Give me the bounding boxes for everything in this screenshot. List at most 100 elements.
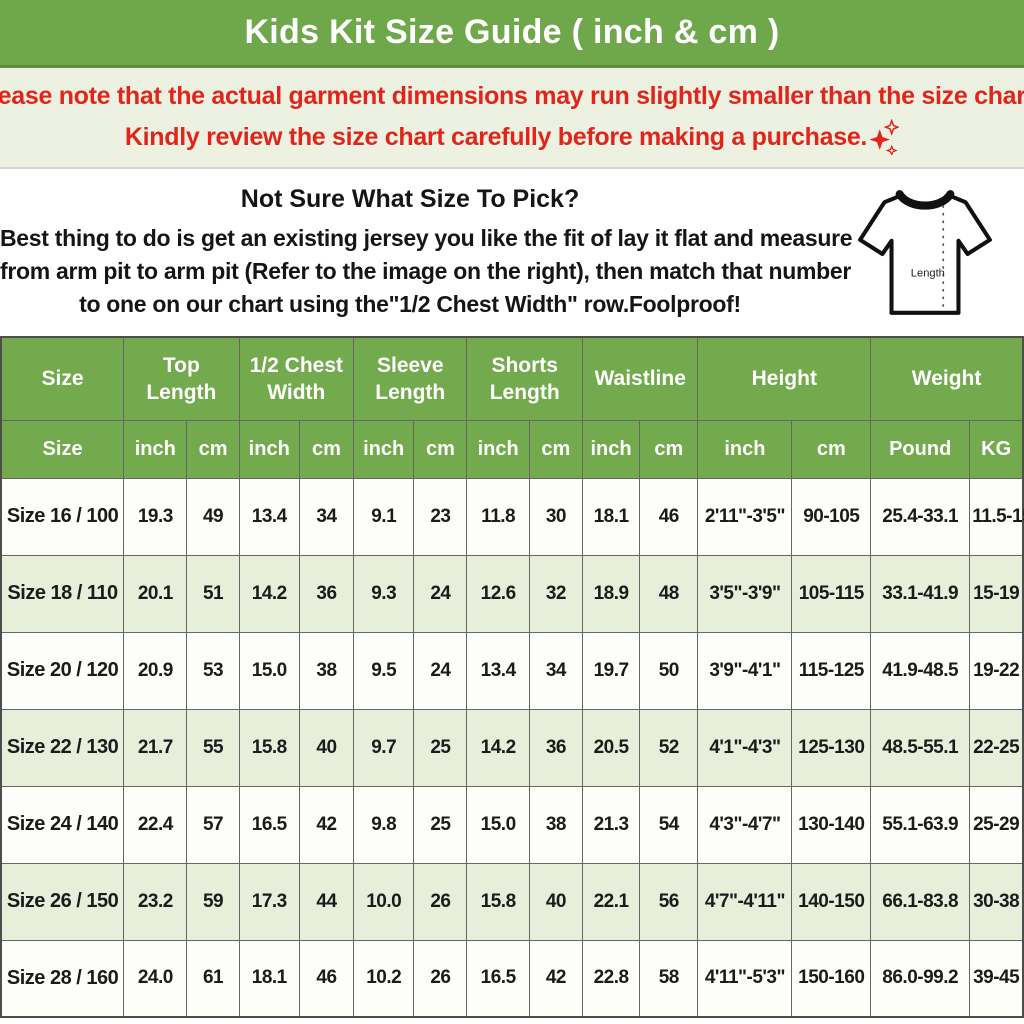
table-cell: 46	[298, 939, 355, 1018]
table-cell: 105-115	[791, 554, 872, 633]
table-cell: 3'5"-3'9"	[697, 554, 793, 633]
unit-header: Size	[0, 419, 125, 479]
table-cell: 19-22	[969, 631, 1024, 710]
table-cell: 23.2	[123, 862, 188, 941]
help-line: Best thing to do is get an existing jers…	[0, 225, 853, 251]
size-table: Size Top Length 1/2 Chest Width Sleeve Leng…	[0, 336, 1024, 1018]
unit-header: cm	[639, 419, 699, 479]
table-row: Size 26 / 150 23.2 59 17.3 44 10.0 26 15.8 40 22.…	[0, 862, 1024, 941]
row-size-label: Size 16 / 100	[0, 477, 125, 556]
unit-header: KG	[969, 419, 1024, 479]
table-cell: 26	[413, 862, 468, 941]
table-cell: 34	[298, 477, 355, 556]
table-row: Size 18 / 110 20.1 51 14.2 36 9.3 24 12.6 32 18.9…	[0, 554, 1024, 633]
table-cell: 15.8	[238, 708, 300, 787]
unit-header: cm	[528, 419, 583, 479]
table-cell: 125-130	[791, 708, 872, 787]
unit-header: inch	[238, 419, 300, 479]
table-cell: 140-150	[791, 862, 872, 941]
help-text: Not Sure What Size To Pick? Best thing t…	[0, 185, 853, 321]
table-cell: 51	[186, 554, 240, 633]
notice-text-2: Kindly review the size chart carefully b…	[124, 122, 868, 151]
table-cell: 26	[413, 939, 468, 1018]
table-cell: 4'3"-4'7"	[697, 785, 793, 864]
sparkles-icon	[869, 119, 900, 155]
table-cell: 15-19	[969, 554, 1024, 633]
table-cell: 49	[186, 477, 240, 556]
unit-header: inch	[581, 419, 641, 479]
table-row: Size 24 / 140 22.4 57 16.5 42 9.8 25 15.0 38 21.3…	[0, 785, 1024, 864]
unit-header: inch	[466, 419, 530, 479]
title-bar: Kids Kit Size Guide ( inch & cm )	[0, 0, 1024, 68]
table-cell: 36	[528, 708, 583, 787]
table-cell: 20.9	[123, 631, 188, 710]
table-cell: 48.5-55.1	[870, 708, 971, 787]
help-line: to one on our chart using the"1/2 Chest …	[79, 291, 741, 317]
tshirt-icon: Length	[858, 190, 992, 315]
table-cell: 32	[528, 554, 583, 633]
table-cell: 46	[639, 477, 699, 556]
table-cell: 10.2	[353, 939, 415, 1018]
table-cell: 42	[298, 785, 355, 864]
table-row: Size 16 / 100 19.3 49 13.4 34 9.1 23 11.8 30 18.1…	[0, 477, 1024, 556]
table-cell: 40	[298, 708, 355, 787]
table-cell: 36	[298, 554, 355, 633]
table-cell: 15.0	[238, 631, 300, 710]
table-cell: 61	[186, 939, 240, 1018]
row-size-label: Size 28 / 160	[0, 939, 125, 1018]
table-cell: 19.7	[581, 631, 641, 710]
table-cell: 9.1	[353, 477, 415, 556]
table-cell: 55.1-63.9	[870, 785, 971, 864]
table-cell: 20.5	[581, 708, 641, 787]
column-header-height: Height	[697, 336, 872, 421]
help-heading: Not Sure What Size To Pick?	[240, 185, 580, 213]
table-row: Size 22 / 130 21.7 55 15.8 40 9.7 25 14.2 36 20.5…	[0, 708, 1024, 787]
unit-header: cm	[791, 419, 872, 479]
table-body: Size 16 / 100 19.3 49 13.4 34 9.1 23 11.8 30 18.1…	[0, 477, 1024, 1018]
table-cell: 16.5	[238, 785, 300, 864]
tshirt-measure-diagram: Length	[854, 185, 996, 323]
table-cell: 90-105	[791, 477, 872, 556]
table-cell: 22-25	[969, 708, 1024, 787]
unit-header: Pound	[870, 419, 971, 479]
row-size-label: Size 26 / 150	[0, 862, 125, 941]
table-cell: 20.1	[123, 554, 188, 633]
unit-header: cm	[298, 419, 355, 479]
table-cell: 53	[186, 631, 240, 710]
column-header-weight: Weight	[870, 336, 1024, 421]
shirt-length-label: Length	[911, 267, 945, 279]
table-cell: 33.1-41.9	[870, 554, 971, 633]
table-cell: 3'9"-4'1"	[697, 631, 793, 710]
table-cell: 22.8	[581, 939, 641, 1018]
table-cell: 66.1-83.8	[870, 862, 971, 941]
table-cell: 21.7	[123, 708, 188, 787]
table-cell: 40	[528, 862, 583, 941]
table-head: Size Top Length 1/2 Chest Width Sleeve Leng…	[0, 336, 1024, 479]
table-cell: 16.5	[466, 939, 530, 1018]
page-title: Kids Kit Size Guide ( inch & cm )	[244, 13, 780, 51]
table-cell: 24	[413, 554, 468, 633]
column-header-waistline: Waistline	[581, 336, 699, 421]
table-cell: 34	[528, 631, 583, 710]
table-cell: 48	[639, 554, 699, 633]
table-cell: 86.0-99.2	[870, 939, 971, 1018]
table-cell: 56	[639, 862, 699, 941]
table-cell: 52	[639, 708, 699, 787]
table-cell: 21.3	[581, 785, 641, 864]
table-cell: 57	[186, 785, 240, 864]
table-cell: 18.1	[238, 939, 300, 1018]
table-cell: 11.8	[466, 477, 530, 556]
table-cell: 4'7"-4'11"	[697, 862, 793, 941]
table-cell: 17.3	[238, 862, 300, 941]
row-size-label: Size 20 / 120	[0, 631, 125, 710]
size-help-section: Not Sure What Size To Pick? Best thing t…	[0, 169, 1024, 336]
table-cell: 38	[298, 631, 355, 710]
table-cell: 55	[186, 708, 240, 787]
table-cell: 14.2	[466, 708, 530, 787]
table-cell: 9.3	[353, 554, 415, 633]
column-header-1-2-chest-width: 1/2 Chest Width	[238, 336, 355, 421]
table-cell: 25	[413, 785, 468, 864]
table-cell: 13.4	[466, 631, 530, 710]
table-cell: 15.8	[466, 862, 530, 941]
